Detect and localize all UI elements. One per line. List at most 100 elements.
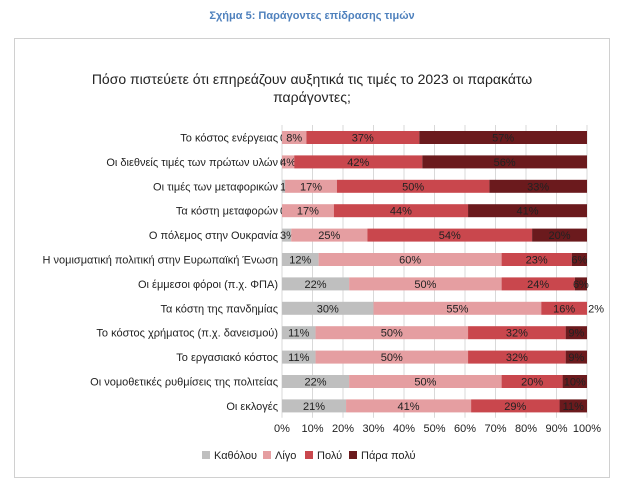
category-labels: Το κόστος ενέργειας Οι διεθνείς τιμές των…	[43, 133, 279, 413]
bar-value-label: 41%	[517, 206, 539, 218]
category-label: Το κόστος ενέργειας	[180, 133, 278, 145]
bar-value-label: 22%	[305, 377, 327, 389]
legend-label: Λίγο	[275, 450, 296, 462]
bar-segment	[501, 375, 563, 388]
bar-segment	[562, 375, 587, 388]
bar-value-label: 9%	[568, 352, 584, 364]
bar-segment	[532, 228, 587, 242]
legend-label: Πάρα πολύ	[361, 450, 416, 462]
bar-segment	[306, 131, 420, 144]
bar-value-label: 32%	[506, 328, 528, 340]
bars: 0%8%37%57%0%4%42%56%1%17%50%33%0%17%44%4…	[280, 131, 604, 413]
bar-value-label: 32%	[506, 352, 528, 364]
bar-segment	[346, 399, 472, 413]
bar-value-label: 12%	[289, 255, 311, 267]
legend: Καθόλου Λίγο Πολύ Πάρα πολύ	[202, 450, 416, 462]
bar-segment	[571, 253, 587, 266]
category-label: Το εργασιακό κόστος	[176, 352, 278, 364]
bar-segment	[559, 399, 587, 413]
chart-title-line: παράγοντες;	[273, 89, 351, 105]
bar-value-label: 16%	[553, 303, 575, 315]
bar-segment	[471, 399, 560, 413]
x-tick-label: 0%	[274, 423, 290, 435]
bar-segment	[422, 155, 587, 169]
x-tick-label: 70%	[484, 423, 506, 435]
bar-segment	[419, 131, 587, 144]
bar-segment	[501, 253, 572, 266]
bar-value-label: 25%	[318, 230, 340, 242]
bar-value-label: 60%	[399, 255, 421, 267]
bar-segment	[367, 228, 533, 242]
category-label: Οι νομοθετικές ρυθμίσεις της πολιτείας	[90, 377, 278, 389]
category-label: Η νομισματική πολιτική στην Ευρωπαϊκή Έν…	[43, 255, 278, 267]
bar-value-label: 44%	[390, 206, 412, 218]
chart-title: Πόσο πιστεύετε ότι επηρεάζουν αυξητικά τ…	[92, 71, 532, 105]
bar-segment	[541, 301, 587, 315]
bar-value-label: 23%	[526, 255, 548, 267]
bar-segment	[349, 375, 502, 388]
bar-value-label: 50%	[414, 279, 436, 291]
bar-segment	[373, 301, 542, 315]
bar-segment	[468, 350, 566, 364]
bar-value-label: 24%	[527, 279, 549, 291]
legend-swatch	[202, 451, 210, 459]
bar-value-label: 6%	[573, 279, 589, 291]
bar-segment	[282, 253, 319, 266]
bar-value-label: 41%	[398, 401, 420, 413]
bar-segment	[336, 179, 490, 193]
bar-value-label: 54%	[439, 230, 461, 242]
chart-title-line: Πόσο πιστεύετε ότι επηρεάζουν αυξητικά τ…	[92, 71, 532, 87]
x-tick-label: 90%	[545, 423, 567, 435]
bar-value-label: 11%	[288, 352, 309, 364]
bar-segment	[282, 204, 334, 218]
x-tick-label: 100%	[573, 423, 601, 435]
bar-segment	[282, 228, 292, 242]
bar-value-label: 11%	[563, 401, 584, 413]
category-label: Οι τιμές των μεταφορικών	[153, 181, 278, 193]
bar-segment	[468, 204, 587, 218]
bar-segment	[565, 326, 587, 340]
legend-swatch	[263, 451, 271, 459]
bar-value-label: 50%	[381, 328, 403, 340]
bar-segment	[468, 326, 566, 340]
bar-value-label: 21%	[303, 401, 325, 413]
category-label: Τα κόστη της πανδημίας	[160, 303, 278, 315]
bar-value-label: 37%	[352, 133, 374, 145]
bar-segment	[565, 350, 587, 364]
bar-segment	[574, 277, 587, 291]
bar-segment	[282, 375, 350, 388]
legend-swatch	[349, 451, 357, 459]
x-tick-label: 40%	[393, 423, 415, 435]
x-tick-label: 50%	[423, 423, 445, 435]
bar-segment	[318, 253, 502, 266]
bar-value-label: 29%	[504, 401, 526, 413]
category-label: Οι έμμεσοι φόροι (π.χ. ΦΠΑ)	[138, 279, 278, 291]
bar-segment	[501, 277, 575, 291]
bar-value-label: 17%	[300, 181, 322, 193]
bar-value-label: 57%	[492, 133, 514, 145]
gridlines	[281, 125, 588, 418]
bar-segment	[282, 399, 347, 413]
bar-value-label: 2%	[588, 303, 604, 315]
legend-swatch	[305, 451, 313, 459]
bar-segment	[285, 179, 337, 193]
category-label: Τα κόστη μεταφορών	[176, 206, 279, 218]
bar-segment	[315, 350, 469, 364]
legend-label: Καθόλου	[214, 450, 257, 462]
legend-label: Πολύ	[317, 450, 342, 462]
bar-value-label: 56%	[494, 157, 516, 169]
bar-segment	[282, 131, 307, 144]
bar-segment	[282, 155, 295, 169]
bar-segment	[291, 228, 368, 242]
bar-value-label: 55%	[446, 303, 468, 315]
bar-value-label: 33%	[527, 181, 549, 193]
bar-value-label: 6%	[571, 255, 587, 267]
bar-value-label: 22%	[305, 279, 327, 291]
category-label: Ο πόλεμος στην Ουκρανία	[149, 230, 279, 242]
x-tick-label: 20%	[332, 423, 354, 435]
x-tick-label: 80%	[515, 423, 537, 435]
bar-segment	[489, 179, 587, 193]
bar-segment	[282, 301, 374, 315]
bar-segment	[349, 277, 502, 291]
